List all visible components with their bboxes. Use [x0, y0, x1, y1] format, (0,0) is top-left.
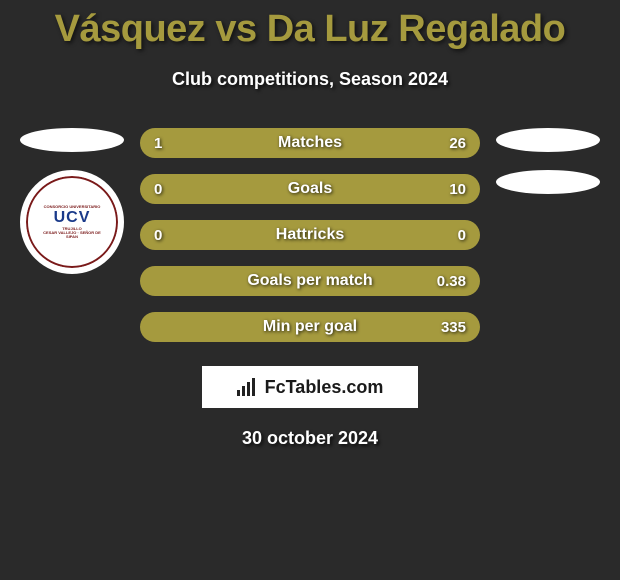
page-root: Vásquez vs Da Luz Regalado Club competit…	[0, 0, 620, 580]
stat-left-value: 0	[154, 227, 194, 244]
stat-right-value: 0	[426, 227, 466, 244]
stat-bar-min-per-goal: Min per goal 335	[140, 312, 480, 342]
stat-bar-goals: 0 Goals 10	[140, 174, 480, 204]
stat-label: Matches	[278, 134, 342, 152]
club-badge-placeholder	[496, 170, 600, 194]
player-photo-placeholder	[496, 128, 600, 152]
stat-bar-hattricks: 0 Hattricks 0	[140, 220, 480, 250]
comparison-content: CONSORCIO UNIVERSITARIO UCV TRUJILLO CES…	[0, 128, 620, 342]
stat-right-value: 0.38	[426, 273, 466, 290]
brand-text: FcTables.com	[265, 377, 384, 398]
club-badge-ucv: CONSORCIO UNIVERSITARIO UCV TRUJILLO CES…	[20, 170, 124, 274]
stat-left-value: 1	[154, 135, 194, 152]
page-title: Vásquez vs Da Luz Regalado	[0, 0, 620, 51]
stat-label: Hattricks	[276, 226, 344, 244]
chart-icon	[237, 378, 259, 396]
date-text: 30 october 2024	[0, 428, 620, 449]
stat-label: Goals per match	[247, 272, 372, 290]
stat-label: Min per goal	[263, 318, 357, 336]
left-player-column: CONSORCIO UNIVERSITARIO UCV TRUJILLO CES…	[20, 128, 124, 274]
stat-right-value: 335	[426, 319, 466, 336]
right-player-column	[496, 128, 600, 194]
stat-label: Goals	[288, 180, 332, 198]
stat-right-value: 10	[426, 181, 466, 198]
stat-bars: 1 Matches 26 0 Goals 10 0 Hattricks 0 Go…	[140, 128, 480, 342]
stat-bar-goals-per-match: Goals per match 0.38	[140, 266, 480, 296]
stat-left-value: 0	[154, 181, 194, 198]
stat-bar-matches: 1 Matches 26	[140, 128, 480, 158]
badge-ring	[26, 176, 118, 268]
brand-link[interactable]: FcTables.com	[202, 366, 418, 408]
stat-right-value: 26	[426, 135, 466, 152]
page-subtitle: Club competitions, Season 2024	[0, 69, 620, 90]
player-photo-placeholder	[20, 128, 124, 152]
